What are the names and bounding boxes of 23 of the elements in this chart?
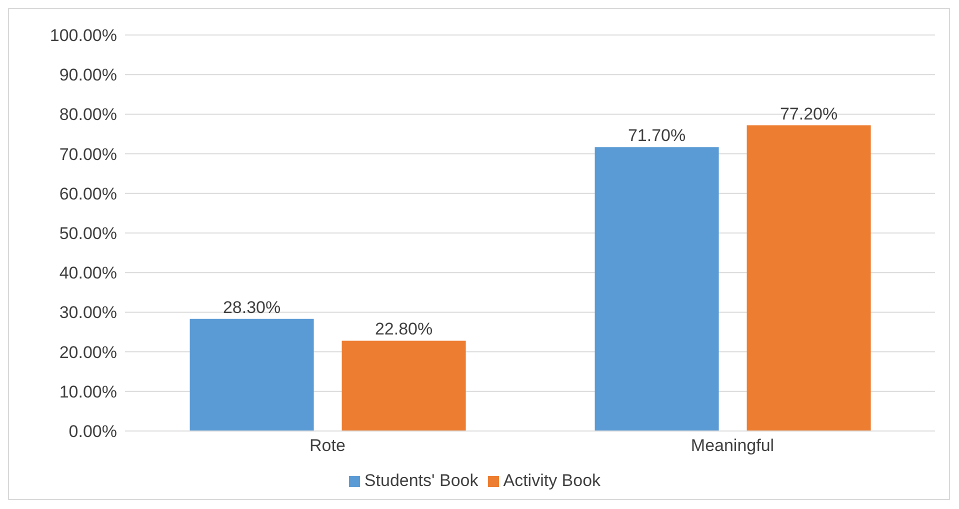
y-tick-label: 70.00%	[59, 144, 117, 164]
y-tick-label: 90.00%	[59, 66, 117, 85]
y-tick-label: 100.00%	[50, 26, 117, 46]
data-label: 28.30%	[222, 298, 281, 317]
legend-label: Students' Book	[364, 471, 478, 490]
data-label: 71.70%	[628, 126, 686, 146]
y-tick-label: 20.00%	[59, 342, 117, 362]
data-label: 22.80%	[374, 320, 433, 339]
bar	[342, 340, 466, 431]
y-tick-label: 30.00%	[59, 303, 117, 322]
y-tick-label: 80.00%	[59, 105, 117, 124]
x-tick-label: Rote	[310, 436, 346, 456]
legend-label: Activity Book	[503, 471, 601, 490]
bar	[190, 318, 314, 431]
y-tick-label: 10.00%	[59, 382, 117, 402]
bar	[594, 147, 719, 431]
x-tick-label: Meaningful	[690, 436, 774, 456]
y-tick-label: 40.00%	[59, 264, 117, 283]
data-label: 77.20%	[780, 104, 838, 124]
y-tick-label: 50.00%	[59, 224, 117, 244]
y-tick-label: 0.00%	[68, 422, 117, 442]
bar	[746, 125, 871, 431]
y-tick-label: 60.00%	[59, 184, 117, 204]
